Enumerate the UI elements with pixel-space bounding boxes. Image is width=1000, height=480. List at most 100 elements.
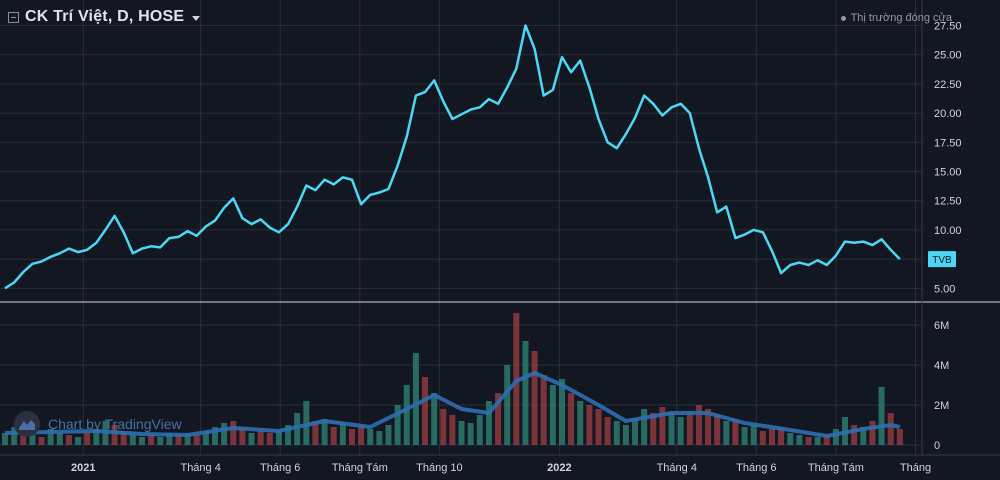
volume-bar (568, 393, 575, 445)
volume-bar (778, 427, 785, 445)
price-tick-label: 10.00 (934, 225, 962, 237)
volume-bar (148, 435, 155, 445)
x-tick-label: Tháng 4 (180, 462, 220, 474)
volume-bar (385, 425, 392, 445)
volume-bar (723, 421, 730, 445)
volume-bar (29, 431, 36, 445)
volume-bar (686, 411, 693, 445)
volume-bar (540, 375, 547, 445)
volume-bar (348, 429, 355, 445)
volume-bar (84, 433, 91, 445)
volume-bar (20, 435, 27, 445)
watermark-text: Chart by TradingView (48, 416, 182, 432)
volume-bar (212, 427, 219, 445)
volume-bar (376, 431, 383, 445)
volume-bar (823, 435, 830, 445)
volume-bar (230, 421, 237, 445)
volume-bar (504, 365, 511, 445)
volume-bar (887, 413, 894, 445)
volume-bar (93, 429, 100, 445)
price-line (4, 24, 901, 290)
volume-bar (467, 423, 474, 445)
volume-bar (869, 421, 876, 445)
x-tick-label: 2022 (547, 462, 571, 474)
volume-bar (157, 437, 164, 445)
volume-bar (266, 433, 273, 445)
volume-bar (75, 437, 82, 445)
volume-bar (476, 415, 483, 445)
volume-bar (56, 433, 63, 445)
volume-bar (202, 431, 209, 445)
volume-bar (175, 435, 182, 445)
volume-bar (321, 419, 328, 445)
x-tick-label: Tháng 6 (736, 462, 776, 474)
volume-bar (403, 385, 410, 445)
volume-bar (248, 433, 255, 445)
x-tick-label: Tháng Tám (332, 462, 388, 474)
price-tick-label: 12.50 (934, 196, 962, 208)
symbol-title[interactable]: CK Trí Việt, D, HOSE (25, 8, 185, 25)
volume-bar (239, 429, 246, 445)
volume-bar (814, 437, 821, 445)
volume-bar (449, 415, 456, 445)
volume-bar (558, 379, 565, 445)
x-tick-label: Tháng 4 (657, 462, 697, 474)
volume-pane (2, 313, 903, 445)
volume-bar (796, 435, 803, 445)
volume-bar (47, 429, 54, 445)
volume-bar (285, 425, 292, 445)
volume-tick-label: 0 (934, 440, 940, 452)
volume-bar (878, 387, 885, 445)
x-tick-label: Tháng 6 (260, 462, 300, 474)
chart-header: CK Trí Việt, D, HOSE (8, 8, 201, 26)
volume-bar (431, 393, 438, 445)
x-tick-label: Tháng (900, 462, 931, 474)
price-pane (4, 24, 901, 290)
volume-bar (221, 423, 228, 445)
volume-bar (805, 437, 812, 445)
price-tick-label: 5.00 (934, 283, 955, 295)
volume-bar (193, 435, 200, 445)
volume-bar (394, 405, 401, 445)
volume-bar (695, 405, 702, 445)
status-dot-icon (840, 15, 846, 21)
volume-ma-line (4, 371, 901, 438)
volume-bar (330, 427, 337, 445)
volume-bar (458, 421, 465, 445)
volume-bar (677, 417, 684, 445)
volume-bar (595, 409, 602, 445)
volume-bar (832, 429, 839, 445)
volume-tick-label: 6M (934, 320, 949, 332)
volume-bar (668, 413, 675, 445)
volume-bar (495, 393, 502, 445)
volume-bar (485, 401, 492, 445)
volume-bar (65, 435, 72, 445)
volume-bar (166, 433, 173, 445)
volume-bar (440, 409, 447, 445)
volume-bar (787, 433, 794, 445)
volume-bar (577, 401, 584, 445)
volume-bar (522, 341, 529, 445)
volume-bar (632, 419, 639, 445)
volume-bar (714, 415, 721, 445)
x-tick-label: Tháng Tám (808, 462, 864, 474)
volume-bar (732, 419, 739, 445)
price-tick-label: 17.50 (934, 137, 962, 149)
volume-bar (120, 431, 127, 445)
chevron-down-icon[interactable] (192, 15, 201, 21)
volume-bar (549, 385, 556, 445)
volume-tick-label: 4M (934, 360, 949, 372)
volume-bar (641, 409, 648, 445)
price-tick-label: 25.00 (934, 50, 962, 62)
volume-bar (367, 429, 374, 445)
price-tick-label: 15.00 (934, 167, 962, 179)
tradingview-watermark[interactable]: Chart by TradingView (14, 411, 182, 437)
volume-bar (659, 407, 666, 445)
volume-bar (257, 431, 264, 445)
volume-bar (111, 425, 118, 445)
volume-bar (896, 429, 903, 445)
volume-bar (339, 423, 346, 445)
collapse-icon[interactable] (8, 11, 19, 23)
